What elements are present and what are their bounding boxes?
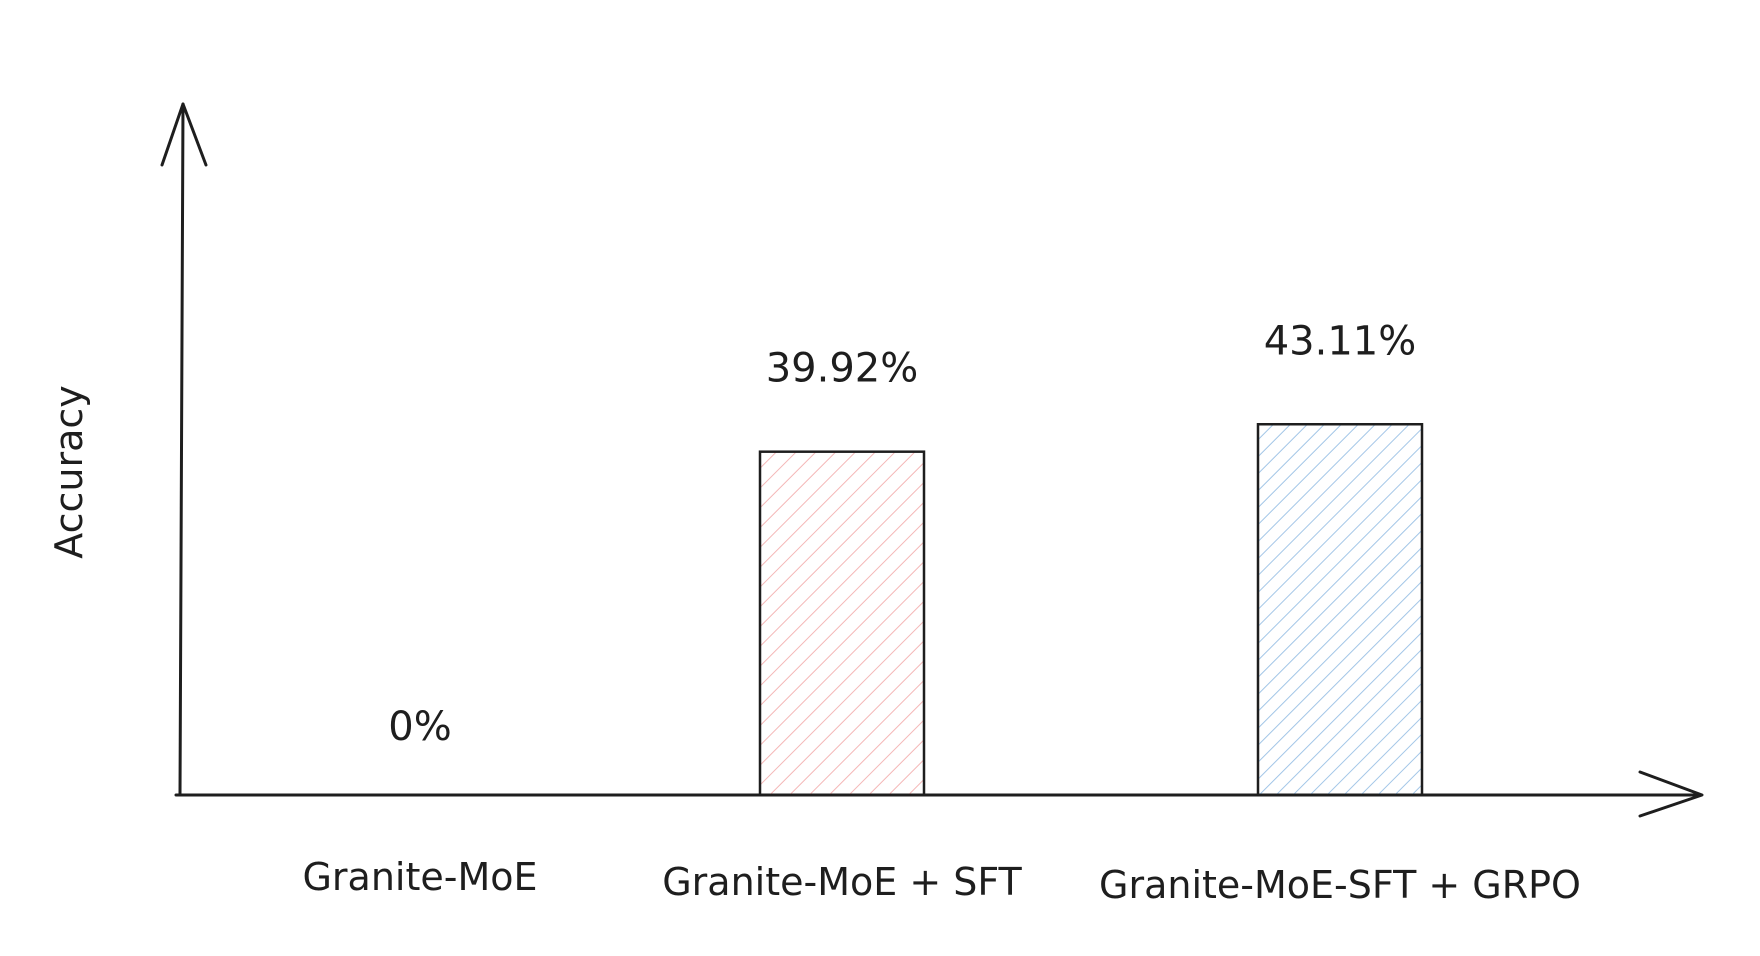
value-label-3: 43.11% [1264,318,1417,364]
y-axis-title: Accuracy [47,385,91,559]
y-axis-line [178,102,185,797]
value-label-2: 39.92% [766,346,919,392]
bar-2 [758,450,926,797]
x-axis-arrowhead [1638,770,1704,818]
category-label-1: Granite-MoE [302,855,537,899]
category-labels-group: Granite-MoE Granite-MoE + SFT Granite-MoE-… [302,855,1581,907]
value-labels-group: 0% 39.92% 43.11% [388,318,1416,750]
category-label-3: Granite-MoE-SFT + GRPO [1099,863,1581,907]
category-label-2: Granite-MoE + SFT [662,860,1022,904]
y-axis-arrowhead [160,102,208,167]
bars-group [758,423,1424,797]
value-label-1: 0% [388,704,451,750]
bar-3 [1256,423,1424,797]
